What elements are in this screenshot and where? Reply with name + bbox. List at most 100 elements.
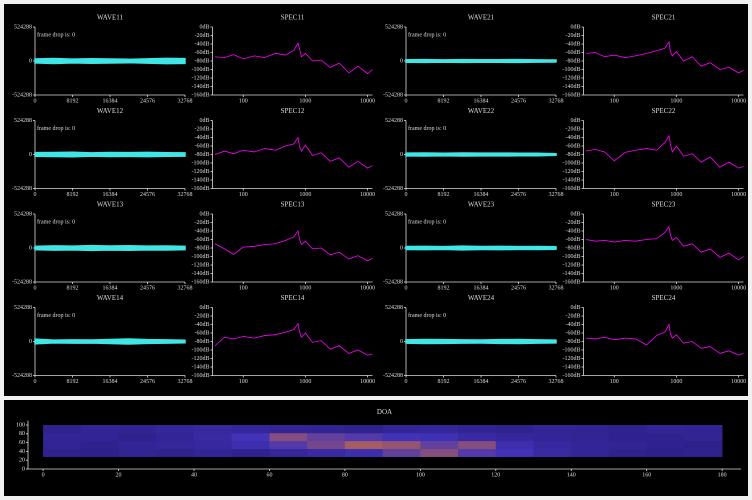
x-tick-label: 10000 xyxy=(731,98,746,104)
chart-title: DOA xyxy=(377,408,392,416)
heat-cell xyxy=(269,425,308,434)
chart-title: WAVE11 xyxy=(97,14,124,22)
heat-cell xyxy=(608,448,647,457)
x-tick-label: 32768 xyxy=(549,98,564,104)
heat-cell xyxy=(684,432,723,442)
heat-cell xyxy=(495,448,534,457)
y-tick-label: -100dB xyxy=(192,160,210,166)
heat-cell xyxy=(646,432,685,442)
y-tick-label: -60dB xyxy=(566,330,581,336)
heat-cell xyxy=(646,440,685,450)
annotation: frame drop is: 0 xyxy=(408,218,446,225)
y-tick-label: -100dB xyxy=(563,254,581,260)
heat-cell xyxy=(118,425,157,434)
x-tick-label: 100 xyxy=(610,192,619,198)
y-tick-label: 0 xyxy=(29,339,32,345)
spectrum-line xyxy=(214,136,373,169)
y-tick-label: 524288 xyxy=(14,118,32,124)
y-tick-label: -20dB xyxy=(195,220,210,226)
y-tick-label: -120dB xyxy=(563,169,581,175)
heat-cell xyxy=(269,440,308,450)
y-tick-label: 0dB xyxy=(199,305,209,311)
x-tick-label: 180 xyxy=(718,472,727,478)
y-tick-label: -20dB xyxy=(195,33,210,39)
heat-cell xyxy=(344,448,383,457)
waveform xyxy=(34,151,186,158)
heat-cell xyxy=(231,425,270,434)
y-tick-label: -120dB xyxy=(192,262,210,268)
x-tick-label: 8192 xyxy=(438,192,450,198)
y-tick-label: 0dB xyxy=(570,211,580,217)
x-tick-label: 16384 xyxy=(474,285,489,291)
y-tick-label: 0 xyxy=(400,58,403,64)
x-tick-label: 100 xyxy=(239,285,248,291)
y-tick-label: -140dB xyxy=(563,84,581,90)
heat-cell xyxy=(571,440,610,450)
y-tick-label: -120dB xyxy=(563,75,581,81)
y-tick-label: -524288 xyxy=(383,373,403,379)
heat-cell xyxy=(420,440,459,450)
spectrum-line xyxy=(214,42,373,75)
y-tick-label: -524288 xyxy=(12,186,32,192)
x-tick-label: 0 xyxy=(405,285,408,291)
x-tick-label: 16384 xyxy=(474,98,489,104)
x-tick-label: 32768 xyxy=(549,285,564,291)
chart-title: SPEC21 xyxy=(652,14,676,22)
y-tick-label: 60 xyxy=(19,440,25,446)
waveform xyxy=(405,58,557,64)
y-tick-label: -140dB xyxy=(192,84,210,90)
x-tick-label: 8192 xyxy=(438,379,450,385)
x-tick-label: 8192 xyxy=(67,379,79,385)
y-tick-label: 0dB xyxy=(570,118,580,124)
heat-cell xyxy=(344,432,383,442)
x-tick-label: 32768 xyxy=(178,192,193,198)
chart-title: SPEC11 xyxy=(281,14,305,22)
x-tick-label: 24576 xyxy=(511,379,526,385)
heat-cell xyxy=(646,448,685,457)
heat-cell xyxy=(608,440,647,450)
y-tick-label: -40dB xyxy=(566,322,581,328)
waveform xyxy=(34,338,186,345)
chart-title: SPEC12 xyxy=(281,107,305,115)
x-tick-label: 10000 xyxy=(360,379,375,385)
y-tick-label: -160dB xyxy=(192,186,210,192)
heat-cell xyxy=(307,440,346,450)
y-tick-label: 524288 xyxy=(14,24,32,30)
heat-cell xyxy=(533,432,572,442)
x-tick-label: 160 xyxy=(642,472,651,478)
x-tick-label: 40 xyxy=(191,472,197,478)
x-tick-label: 0 xyxy=(34,192,37,198)
chart-title: WAVE23 xyxy=(468,201,495,209)
waveform xyxy=(405,245,557,251)
y-tick-label: -160dB xyxy=(563,279,581,285)
x-tick-label: 8192 xyxy=(67,98,79,104)
heat-cell xyxy=(420,425,459,434)
y-tick-label: -524288 xyxy=(12,279,32,285)
heat-cell xyxy=(458,440,497,450)
spectrum-line xyxy=(585,40,744,74)
y-tick-label: -524288 xyxy=(383,186,403,192)
y-tick-label: 0 xyxy=(29,152,32,158)
heat-cell xyxy=(193,432,233,442)
y-tick-label: -160dB xyxy=(192,373,210,379)
x-tick-label: 32768 xyxy=(549,192,564,198)
x-tick-label: 24576 xyxy=(140,285,155,291)
heat-cell xyxy=(156,432,195,442)
y-tick-label: -160dB xyxy=(563,373,581,379)
x-tick-label: 16384 xyxy=(103,192,118,198)
chart-title: SPEC14 xyxy=(281,294,305,302)
y-tick-label: -140dB xyxy=(192,364,210,370)
heat-cell xyxy=(156,440,195,450)
heat-cell xyxy=(382,440,421,450)
chart-title: WAVE14 xyxy=(97,294,124,302)
heat-cell xyxy=(307,425,346,434)
annotation: frame drop is: 0 xyxy=(37,31,75,38)
spectrum-line xyxy=(214,322,373,356)
x-tick-label: 10000 xyxy=(360,285,375,291)
y-tick-label: 0 xyxy=(29,245,32,251)
heat-cell xyxy=(571,425,610,434)
spectrum-line xyxy=(585,225,744,261)
y-tick-label: 0 xyxy=(400,339,403,345)
x-tick-label: 1000 xyxy=(299,285,311,291)
spectrum-line xyxy=(214,229,373,262)
